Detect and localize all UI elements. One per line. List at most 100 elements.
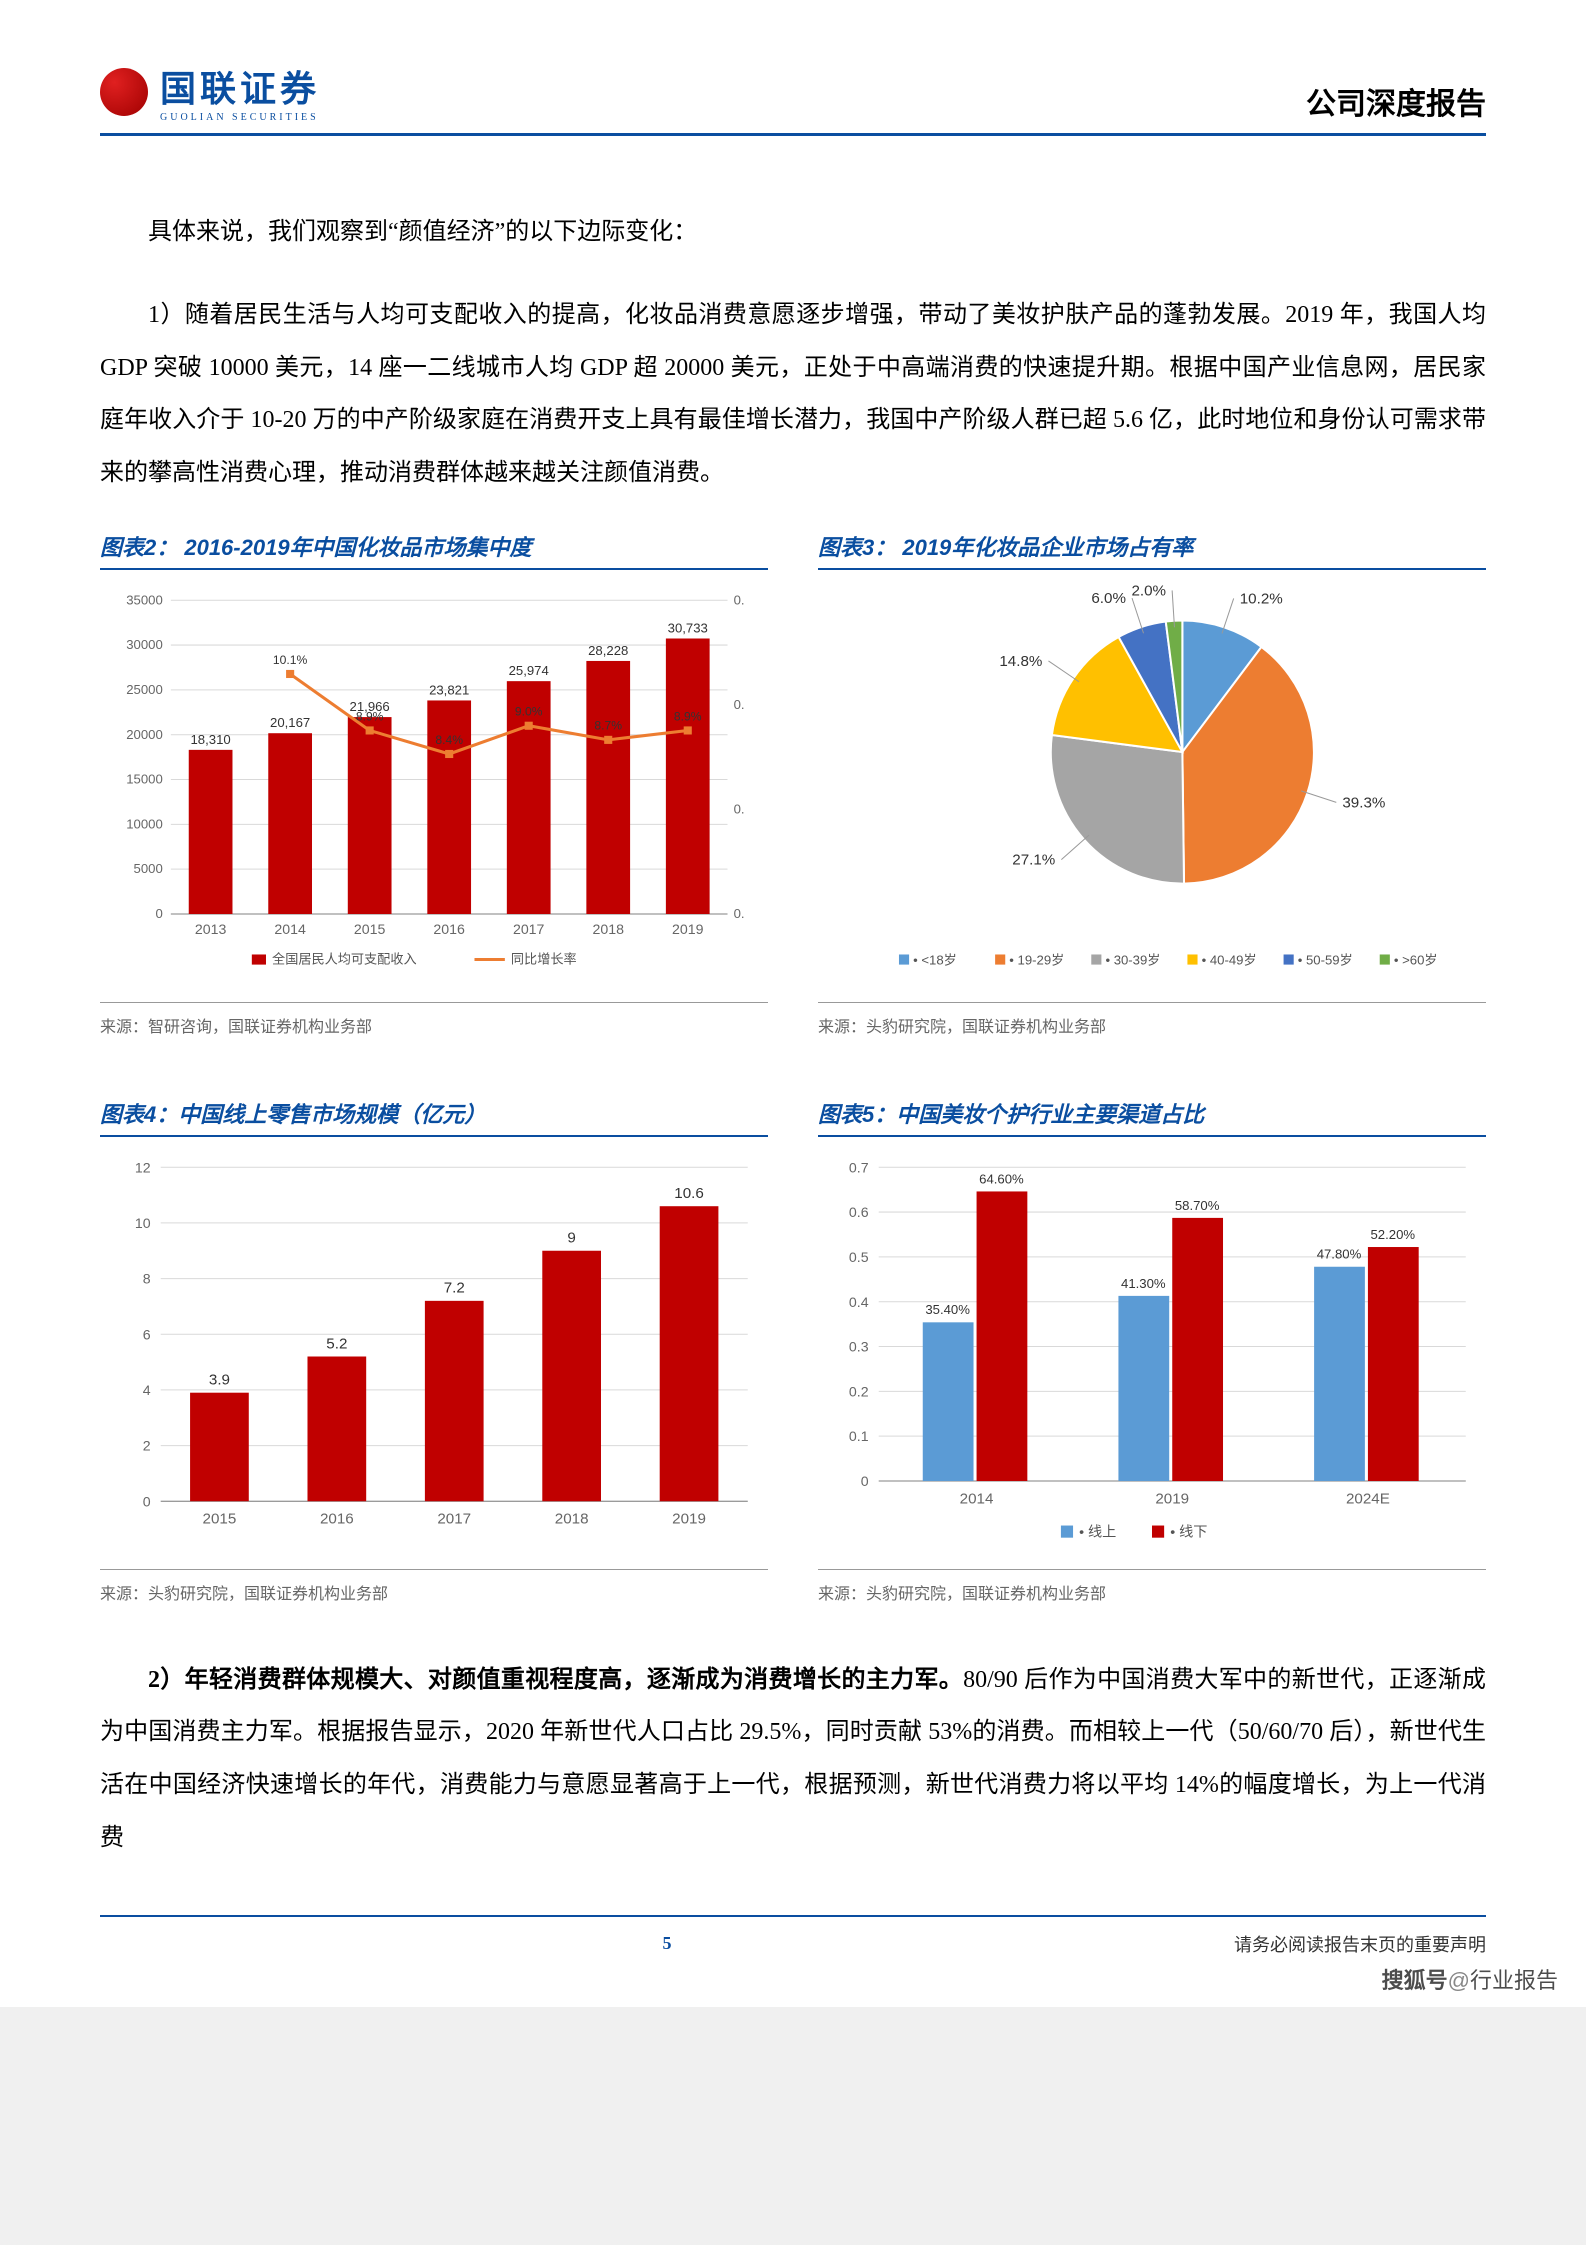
svg-text:0.1: 0.1 xyxy=(849,1429,869,1445)
chart2-svg: 050001000015000200002500030000350000.0.0… xyxy=(100,580,768,985)
chart4-svg: 0246810123.920155.220167.220179201810.62… xyxy=(100,1147,768,1552)
svg-text:47.80%: 47.80% xyxy=(1317,1246,1362,1261)
svg-text:0.: 0. xyxy=(734,592,745,607)
chart4-title: 图表4：中国线上零售市场规模（亿元） xyxy=(100,1097,768,1137)
svg-text:10.1%: 10.1% xyxy=(273,653,308,667)
svg-text:• 19-29岁: • 19-29岁 xyxy=(1009,953,1064,968)
svg-text:8.7%: 8.7% xyxy=(594,719,622,733)
page-number: 5 xyxy=(663,1933,672,1954)
paragraph-3: 2）年轻消费群体规模大、对颜值重视程度高，逐渐成为消费增长的主力军。80/90 … xyxy=(100,1654,1486,1865)
svg-text:2018: 2018 xyxy=(592,922,624,938)
svg-text:2.0%: 2.0% xyxy=(1131,582,1166,599)
svg-text:23,821: 23,821 xyxy=(429,682,469,697)
svg-text:0.: 0. xyxy=(734,906,745,921)
svg-text:5.2: 5.2 xyxy=(326,1335,347,1352)
svg-text:• 40-49岁: • 40-49岁 xyxy=(1202,953,1257,968)
svg-text:9.0%: 9.0% xyxy=(515,705,543,719)
svg-text:30000: 30000 xyxy=(126,637,163,652)
svg-text:14.8%: 14.8% xyxy=(999,653,1042,670)
svg-text:27.1%: 27.1% xyxy=(1012,852,1055,869)
svg-text:0: 0 xyxy=(143,1494,151,1510)
paragraph-2: 1）随着居民生活与人均可支配收入的提高，化妆品消费意愿逐步增强，带动了美妆护肤产… xyxy=(100,289,1486,500)
svg-text:2016: 2016 xyxy=(320,1510,354,1527)
svg-text:2019: 2019 xyxy=(672,1510,706,1527)
chart3-col: 图表3： 2019年化妆品企业市场占有率 10.2%39.3%27.1%14.8… xyxy=(818,530,1486,1037)
svg-text:7.2: 7.2 xyxy=(444,1280,465,1297)
logo-icon xyxy=(100,68,148,116)
chart3-title: 图表3： 2019年化妆品企业市场占有率 xyxy=(818,530,1486,570)
svg-text:2014: 2014 xyxy=(960,1490,994,1507)
watermark: 搜狐号@行业报告 xyxy=(1374,1961,1566,1997)
svg-text:0: 0 xyxy=(155,906,162,921)
report-title: 公司深度报告 xyxy=(1306,79,1486,123)
svg-text:2: 2 xyxy=(143,1438,151,1454)
svg-text:6.0%: 6.0% xyxy=(1091,590,1126,607)
svg-text:8.9%: 8.9% xyxy=(356,709,384,723)
svg-text:同比增长率: 同比增长率 xyxy=(511,951,577,967)
svg-text:0.: 0. xyxy=(734,697,745,712)
svg-text:全国居民人均可支配收入: 全国居民人均可支配收入 xyxy=(272,951,417,967)
svg-text:2016: 2016 xyxy=(433,922,465,938)
svg-text:64.60%: 64.60% xyxy=(979,1171,1024,1186)
svg-text:2013: 2013 xyxy=(195,922,227,938)
svg-text:28,228: 28,228 xyxy=(588,643,628,658)
svg-text:2017: 2017 xyxy=(513,922,545,938)
svg-text:• <18岁: • <18岁 xyxy=(913,953,957,968)
svg-text:8: 8 xyxy=(143,1271,151,1287)
svg-text:10: 10 xyxy=(135,1216,151,1232)
svg-text:8.4%: 8.4% xyxy=(435,733,463,747)
svg-text:41.30%: 41.30% xyxy=(1121,1276,1166,1291)
svg-text:• >60岁: • >60岁 xyxy=(1394,953,1438,968)
svg-text:10.6: 10.6 xyxy=(674,1185,704,1202)
svg-text:0.4: 0.4 xyxy=(849,1295,869,1311)
logo: 国联证券 GUOLIAN SECURITIES xyxy=(100,60,320,123)
chart4-source: 来源：头豹研究院，国联证券机构业务部 xyxy=(100,1569,768,1604)
svg-text:2018: 2018 xyxy=(555,1510,589,1527)
svg-text:35000: 35000 xyxy=(126,592,163,607)
svg-text:0.2: 0.2 xyxy=(849,1384,869,1400)
svg-text:0.6: 0.6 xyxy=(849,1205,869,1221)
chart5-title: 图表5：中国美妆个护行业主要渠道占比 xyxy=(818,1097,1486,1137)
watermark-brand: 搜狐号 xyxy=(1382,1968,1448,1993)
svg-text:10.2%: 10.2% xyxy=(1240,591,1283,608)
para3-bold: 2）年轻消费群体规模大、对颜值重视程度高，逐渐成为消费增长的主力军。 xyxy=(148,1667,963,1693)
svg-text:58.70%: 58.70% xyxy=(1175,1198,1220,1213)
footer-disclaimer: 请务必阅读报告末页的重要声明 xyxy=(1234,1931,1486,1957)
svg-text:18,310: 18,310 xyxy=(191,732,231,747)
svg-text:0.5: 0.5 xyxy=(849,1250,869,1266)
svg-text:25000: 25000 xyxy=(126,682,163,697)
chart2-title: 图表2： 2016-2019年中国化妆品市场集中度 xyxy=(100,530,768,570)
svg-text:4: 4 xyxy=(143,1383,151,1399)
chart2-source: 来源：智研咨询，国联证券机构业务部 xyxy=(100,1002,768,1037)
svg-text:• 线上: • 线上 xyxy=(1079,1524,1116,1540)
svg-text:0: 0 xyxy=(861,1474,869,1490)
logo-text-en: GUOLIAN SECURITIES xyxy=(160,112,320,123)
svg-text:8.9%: 8.9% xyxy=(674,709,702,723)
chart2-col: 图表2： 2016-2019年中国化妆品市场集中度 0 5000 10000 1500… xyxy=(100,530,768,1037)
svg-text:20,167: 20,167 xyxy=(270,715,310,730)
svg-text:3.9: 3.9 xyxy=(209,1371,230,1388)
svg-text:2024E: 2024E xyxy=(1346,1490,1390,1507)
svg-text:2015: 2015 xyxy=(203,1510,237,1527)
svg-text:15000: 15000 xyxy=(126,772,163,787)
chart5-svg: 0 0.1 0.2 0.3 0.4 0.5 0.6 0.7 35.40% 64.60% 2014 41… xyxy=(818,1147,1486,1552)
header: 国联证券 GUOLIAN SECURITIES 公司深度报告 xyxy=(100,60,1486,136)
svg-text:0.7: 0.7 xyxy=(849,1160,869,1176)
svg-text:52.20%: 52.20% xyxy=(1371,1227,1416,1242)
svg-text:• 30-39岁: • 30-39岁 xyxy=(1105,953,1160,968)
chart4-col: 图表4：中国线上零售市场规模（亿元） 0246810123.920155.220… xyxy=(100,1097,768,1604)
svg-text:9: 9 xyxy=(567,1229,575,1246)
svg-text:• 50-59岁: • 50-59岁 xyxy=(1298,953,1353,968)
svg-text:2017: 2017 xyxy=(437,1510,471,1527)
svg-text:10000: 10000 xyxy=(126,816,163,831)
logo-text-cn: 国联证券 xyxy=(160,60,320,112)
svg-text:35.40%: 35.40% xyxy=(925,1302,970,1317)
svg-text:5000: 5000 xyxy=(134,861,163,876)
para3-rest: 80/90 后作为中国消费大军中的新世代，正逐渐成为中国消费主力军。根据报告显示… xyxy=(100,1667,1486,1851)
chart3-source: 来源：头豹研究院，国联证券机构业务部 xyxy=(818,1002,1486,1037)
svg-text:2019: 2019 xyxy=(672,922,704,938)
svg-text:12: 12 xyxy=(135,1160,151,1176)
svg-text:• 线下: • 线下 xyxy=(1170,1524,1207,1540)
page: 国联证券 GUOLIAN SECURITIES 公司深度报告 具体来说，我们观察… xyxy=(0,0,1586,2007)
svg-text:0.3: 0.3 xyxy=(849,1339,869,1355)
